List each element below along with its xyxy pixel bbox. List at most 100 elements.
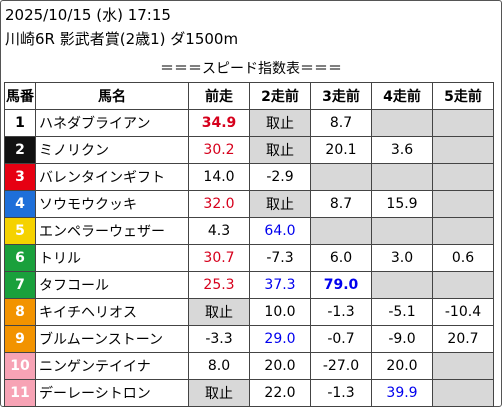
gate-number: 7 [4, 271, 36, 299]
speed-index-cell: -27.0 [310, 352, 372, 380]
speed-index-cell: -1.3 [310, 379, 372, 407]
speed-index-cell: 取止 [188, 379, 250, 407]
speed-index-cell: -9.0 [371, 325, 433, 353]
gate-number: 3 [4, 163, 36, 191]
speed-index-cell [310, 217, 372, 245]
horse-name: キイチヘリオス [35, 298, 189, 326]
gate-number: 9 [4, 325, 36, 353]
speed-index-cell: 20.0 [249, 352, 311, 380]
speed-index-cell [432, 109, 494, 137]
gate-number: 11 [4, 379, 36, 407]
table-row: 2 ミノリクン 30.2 取止 20.1 3.6 [4, 136, 494, 164]
speed-index-cell: 6.0 [310, 244, 372, 272]
speed-index-cell: 取止 [249, 190, 311, 218]
speed-index-cell [371, 163, 433, 191]
speed-index-cell [432, 271, 494, 299]
speed-index-cell: -10.4 [432, 298, 494, 326]
gate-number: 1 [4, 109, 36, 137]
speed-index-cell: -5.1 [371, 298, 433, 326]
speed-index-cell: 8.0 [188, 352, 250, 380]
gate-number: 4 [4, 190, 36, 218]
speed-index-table: 馬番 馬名 前走 2走前 3走前 4走前 5走前 1 ハネダブライアン 34.9 取止… [4, 82, 494, 407]
col-header-gate: 馬番 [4, 82, 36, 110]
speed-index-cell [371, 217, 433, 245]
speed-index-cell: 取止 [249, 136, 311, 164]
horse-name: エンペラーウェザー [35, 217, 189, 245]
horse-name: ソウモウクッキ [35, 190, 189, 218]
speed-index-cell: 3.0 [371, 244, 433, 272]
speed-index-cell: 30.7 [188, 244, 250, 272]
col-header-horse: 馬名 [35, 82, 189, 110]
speed-index-cell: 29.0 [249, 325, 311, 353]
speed-index-cell: 20.1 [310, 136, 372, 164]
header-row: 馬番 馬名 前走 2走前 3走前 4走前 5走前 [4, 82, 494, 110]
speed-index-cell: 0.6 [432, 244, 494, 272]
table-row: 10 ニンゲンテイイナ 8.0 20.0 -27.0 20.0 [4, 352, 494, 380]
speed-index-cell [432, 352, 494, 380]
speed-index-cell: 22.0 [249, 379, 311, 407]
col-header-last: 前走 [188, 82, 250, 110]
race-datetime: 2025/10/15 (水) 17:15 [5, 6, 171, 24]
speed-index-cell: 20.0 [371, 352, 433, 380]
gate-number: 8 [4, 298, 36, 326]
table-row: 7 タフコール 25.3 37.3 79.0 [4, 271, 494, 299]
speed-index-cell: -0.7 [310, 325, 372, 353]
gate-number: 6 [4, 244, 36, 272]
col-header-2back: 2走前 [249, 82, 311, 110]
table-row: 11 デーレーシトロン 取止 22.0 -1.3 39.9 [4, 379, 494, 407]
speed-index-cell: 10.0 [249, 298, 311, 326]
speed-index-cell: 32.0 [188, 190, 250, 218]
horse-name: ニンゲンテイイナ [35, 352, 189, 380]
gate-number: 2 [4, 136, 36, 164]
col-header-4back: 4走前 [371, 82, 433, 110]
speed-index-cell: 20.7 [432, 325, 494, 353]
speed-index-cell: 39.9 [371, 379, 433, 407]
speed-index-cell [432, 163, 494, 191]
speed-index-cell [310, 163, 372, 191]
speed-index-cell: 25.3 [188, 271, 250, 299]
speed-index-cell: -1.3 [310, 298, 372, 326]
speed-index-cell: -3.3 [188, 325, 250, 353]
horse-name: タフコール [35, 271, 189, 299]
speed-index-cell: 30.2 [188, 136, 250, 164]
speed-index-cell [432, 190, 494, 218]
speed-index-cell: -2.9 [249, 163, 311, 191]
table-row: 9 ブルムーンストーン -3.3 29.0 -0.7 -9.0 20.7 [4, 325, 494, 353]
speed-index-cell: 15.9 [371, 190, 433, 218]
speed-index-cell: 取止 [249, 109, 311, 137]
speed-index-cell [371, 109, 433, 137]
speed-index-cell: -7.3 [249, 244, 311, 272]
table-row: 8 キイチヘリオス 取止 10.0 -1.3 -5.1 -10.4 [4, 298, 494, 326]
horse-name: バレンタインギフト [35, 163, 189, 191]
speed-index-cell: 14.0 [188, 163, 250, 191]
speed-index-cell [432, 217, 494, 245]
table-row: 5 エンペラーウェザー 4.3 64.0 [4, 217, 494, 245]
col-header-3back: 3走前 [310, 82, 372, 110]
speed-index-cell: 34.9 [188, 109, 250, 137]
gate-number: 5 [4, 217, 36, 245]
speed-index-cell [432, 136, 494, 164]
horse-name: トリル [35, 244, 189, 272]
table-row: 3 バレンタインギフト 14.0 -2.9 [4, 163, 494, 191]
race-title: 川崎6R 影武者賞(2歳1) ダ1500m [5, 30, 239, 48]
horse-name: ブルムーンストーン [35, 325, 189, 353]
speed-index-cell: 4.3 [188, 217, 250, 245]
speed-index-cell: 取止 [188, 298, 250, 326]
speed-index-cell [432, 379, 494, 407]
speed-index-cell [371, 271, 433, 299]
table-row: 1 ハネダブライアン 34.9 取止 8.7 [4, 109, 494, 137]
horse-name: ミノリクン [35, 136, 189, 164]
speed-index-cell: 64.0 [249, 217, 311, 245]
table-row: 6 トリル 30.7 -7.3 6.0 3.0 0.6 [4, 244, 494, 272]
col-header-5back: 5走前 [432, 82, 494, 110]
table-row: 4 ソウモウクッキ 32.0 取止 8.7 15.9 [4, 190, 494, 218]
speed-index-cell: 79.0 [310, 271, 372, 299]
speed-index-cell: 8.7 [310, 109, 372, 137]
speed-index-cell: 37.3 [249, 271, 311, 299]
speed-index-cell: 8.7 [310, 190, 372, 218]
horse-name: デーレーシトロン [35, 379, 189, 407]
table-caption: ＝＝＝スピード指数表＝＝＝ [160, 61, 342, 77]
horse-name: ハネダブライアン [35, 109, 189, 137]
gate-number: 10 [4, 352, 36, 380]
speed-index-cell: 3.6 [371, 136, 433, 164]
